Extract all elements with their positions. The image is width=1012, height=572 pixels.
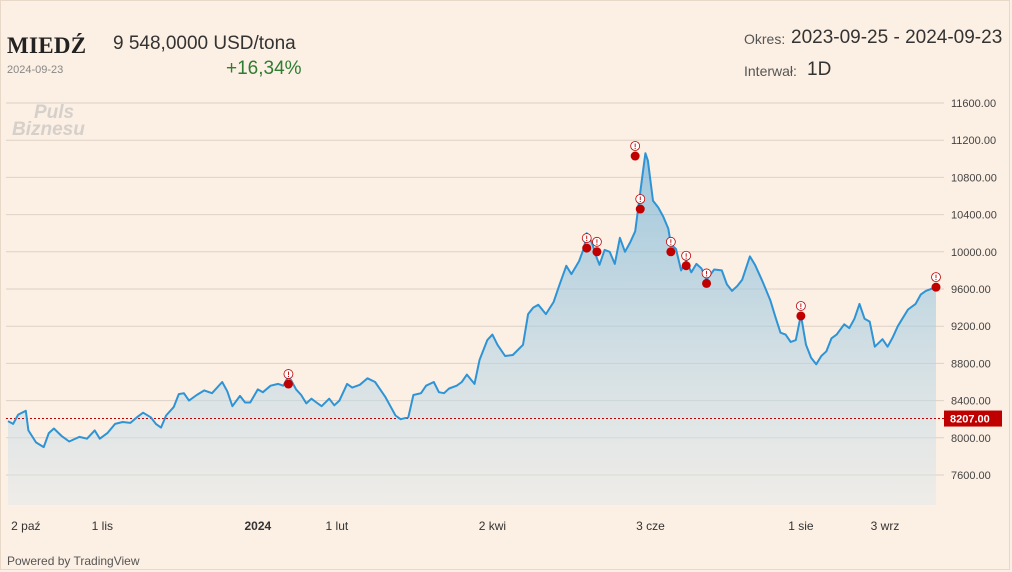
info-icon-dot — [287, 375, 290, 378]
event-marker-dot — [681, 261, 691, 271]
event-marker[interactable] — [681, 250, 692, 271]
info-icon-dot — [705, 275, 708, 277]
price-area — [8, 153, 936, 505]
y-tick-label: 8800.00 — [951, 358, 991, 370]
x-tick-label: 2024 — [244, 519, 271, 533]
y-tick-label: 10400.00 — [951, 210, 997, 222]
powered-by-tradingview[interactable]: Powered by TradingView — [7, 554, 140, 568]
event-marker-dot — [592, 247, 602, 257]
y-tick-label: 9200.00 — [951, 321, 991, 333]
y-tick-label: 7600.00 — [951, 470, 991, 482]
event-marker-dot — [635, 204, 645, 214]
event-marker[interactable] — [283, 369, 294, 389]
watermark-line-1: Puls — [34, 102, 75, 123]
info-icon-dot — [800, 307, 802, 309]
event-marker-dot — [702, 278, 712, 288]
x-tick-label: 2 paź — [11, 519, 40, 533]
event-marker-dot — [582, 243, 592, 253]
event-marker-dot — [630, 151, 640, 161]
puls-biznesu-watermark: Puls Biznesu — [12, 102, 85, 140]
reference-price-label: 8207.00 — [950, 414, 990, 426]
event-marker[interactable] — [635, 194, 646, 214]
event-marker-dot — [931, 282, 941, 292]
y-tick-label: 9600.00 — [951, 284, 991, 296]
event-markers — [283, 141, 941, 389]
info-icon-dot — [670, 243, 672, 245]
y-tick-label: 10000.00 — [951, 247, 997, 259]
interval-label: Interwał: — [744, 63, 797, 79]
y-axis-labels: 11600.00 11200.00 10800.00 10400.00 10000.00… — [951, 98, 997, 482]
event-marker[interactable] — [795, 301, 806, 321]
y-tick-label: 11200.00 — [951, 135, 996, 147]
info-icon-dot — [639, 200, 641, 203]
info-icon-dot — [596, 243, 598, 245]
event-marker[interactable] — [630, 141, 641, 161]
info-icon-dot — [634, 147, 636, 150]
price-date: 2024-09-23 — [7, 64, 64, 76]
y-tick-label: 11600.00 — [951, 98, 996, 110]
y-tick-label: 8400.00 — [951, 396, 991, 408]
info-icon-dot — [586, 239, 588, 242]
y-tick-label: 10800.00 — [951, 172, 997, 184]
x-tick-label: 3 cze — [636, 519, 665, 533]
price-change: +16,34% — [226, 58, 302, 79]
x-tick-label: 2 kwi — [479, 519, 506, 533]
commodity-title: MIEDŹ — [7, 33, 87, 58]
event-marker-dot — [796, 311, 806, 321]
event-marker[interactable] — [665, 236, 676, 257]
x-axis-labels: 2 paź 1 lis 2024 1 lut 2 kwi 3 cze 1 sie 3 wrz — [11, 519, 899, 533]
period-value[interactable]: 2023-09-25 - 2024-09-23 — [791, 27, 1003, 48]
reference-price-badge: 8207.00 — [944, 410, 1002, 427]
x-tick-label: 3 wrz — [871, 519, 900, 533]
x-tick-label: 1 lis — [92, 519, 113, 533]
x-tick-label: 1 lut — [326, 519, 349, 533]
event-marker[interactable] — [592, 236, 602, 257]
info-icon-dot — [685, 257, 687, 259]
y-tick-label: 8000.00 — [951, 433, 991, 445]
price-line — [7, 152, 937, 449]
info-icon-dot — [935, 278, 937, 281]
x-tick-label: 1 sie — [788, 519, 814, 533]
event-marker[interactable] — [701, 268, 712, 288]
reference-price-badge-bg — [944, 410, 1002, 427]
event-marker[interactable] — [581, 233, 592, 253]
event-marker-dot — [283, 379, 293, 389]
event-marker-dot — [666, 247, 676, 257]
watermark-line-2: Biznesu — [12, 119, 85, 140]
current-price: 9 548,0000 USD/tona — [113, 33, 296, 54]
interval-value[interactable]: 1D — [807, 59, 832, 80]
period-label: Okres: — [744, 31, 786, 47]
event-marker[interactable] — [931, 272, 941, 292]
